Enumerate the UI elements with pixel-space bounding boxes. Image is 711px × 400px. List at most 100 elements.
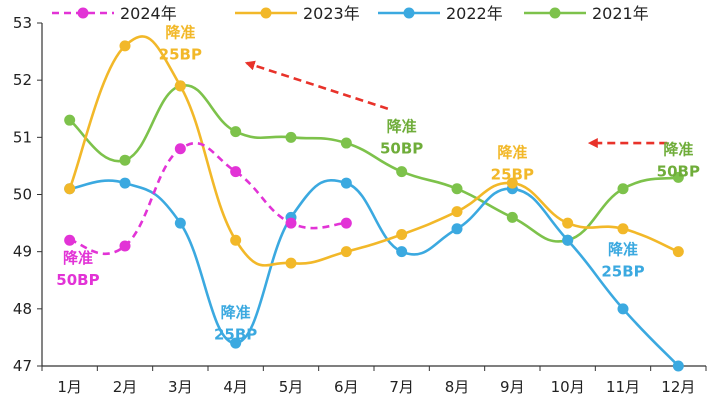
data-point bbox=[562, 217, 574, 229]
data-point bbox=[617, 223, 629, 235]
annotation-text: 降准 bbox=[608, 241, 638, 259]
data-point bbox=[285, 131, 297, 143]
data-point bbox=[230, 234, 242, 246]
data-point bbox=[174, 143, 186, 155]
x-tick-label: 2月 bbox=[113, 378, 138, 396]
series-2022年 bbox=[64, 177, 684, 372]
data-point bbox=[174, 217, 186, 229]
data-point bbox=[230, 166, 242, 178]
data-point bbox=[506, 177, 518, 189]
series-line bbox=[69, 179, 680, 367]
x-tick-label: 5月 bbox=[279, 378, 304, 396]
data-point bbox=[230, 126, 242, 138]
annotation-arrow bbox=[244, 60, 389, 110]
data-point bbox=[617, 183, 629, 195]
x-tick-label: 7月 bbox=[389, 378, 414, 396]
data-point bbox=[340, 137, 352, 149]
legend-marker bbox=[549, 7, 561, 19]
x-tick-label: 6月 bbox=[334, 378, 359, 396]
legend-item: 2023年 bbox=[235, 4, 360, 23]
annotation-text: 降准 bbox=[63, 249, 93, 267]
data-point bbox=[119, 177, 131, 189]
legend-label: 2023年 bbox=[303, 4, 360, 23]
data-point bbox=[617, 303, 629, 315]
y-tick-label: 47 bbox=[13, 357, 32, 375]
data-point bbox=[396, 229, 408, 241]
data-point bbox=[396, 246, 408, 258]
x-tick-label: 10月 bbox=[551, 378, 585, 396]
annotation-text: 降准 bbox=[165, 23, 195, 41]
legend-label: 2021年 bbox=[592, 4, 649, 23]
annotation-text: 25BP bbox=[159, 45, 202, 63]
data-point bbox=[340, 246, 352, 258]
data-point bbox=[672, 171, 684, 183]
annotation-text: 降准 bbox=[387, 118, 417, 136]
annotation-text: 降准 bbox=[663, 140, 693, 158]
data-point bbox=[451, 206, 463, 218]
x-tick-label: 11月 bbox=[606, 378, 640, 396]
x-tick-label: 9月 bbox=[500, 378, 525, 396]
data-point bbox=[285, 257, 297, 269]
legend-label: 2024年 bbox=[120, 4, 177, 23]
annotation-text: 降准 bbox=[497, 143, 527, 161]
legend-marker bbox=[403, 7, 415, 19]
annotation-label: 降准 50BP bbox=[56, 249, 99, 289]
data-point bbox=[64, 183, 76, 195]
legend-marker bbox=[260, 7, 272, 19]
series-2024年 bbox=[64, 142, 352, 255]
x-tick-label: 3月 bbox=[168, 378, 193, 396]
series-2023年 bbox=[64, 35, 684, 269]
data-point bbox=[285, 217, 297, 229]
annotation-text: 25BP bbox=[601, 263, 644, 281]
data-point bbox=[119, 154, 131, 166]
data-point bbox=[340, 217, 352, 229]
x-tick-label: 12月 bbox=[661, 378, 695, 396]
legend-item: 2021年 bbox=[524, 4, 649, 23]
data-point bbox=[451, 183, 463, 195]
data-point bbox=[64, 114, 76, 126]
annotation-text: 25BP bbox=[491, 165, 534, 183]
data-point bbox=[396, 166, 408, 178]
data-point bbox=[506, 211, 518, 223]
annotations-layer: 降准 25BP 降准 50BP 降准 25BP 降准 50BP 降准 50BP 降准 25BP 降准 25… bbox=[56, 23, 700, 343]
data-point bbox=[340, 177, 352, 189]
annotation-label: 降准 25BP bbox=[601, 241, 644, 281]
y-tick-label: 48 bbox=[13, 300, 32, 318]
y-tick-label: 53 bbox=[13, 14, 32, 32]
annotation-text: 50BP bbox=[380, 140, 423, 158]
legend: 2024年 2023年 2022年 2021年 bbox=[52, 4, 649, 23]
data-point bbox=[119, 40, 131, 52]
data-point bbox=[451, 223, 463, 235]
annotation-label: 降准 25BP bbox=[214, 303, 257, 343]
data-point bbox=[672, 246, 684, 258]
annotation-text: 50BP bbox=[56, 271, 99, 289]
annotation-label: 降准 25BP bbox=[159, 23, 202, 63]
x-tick-label: 4月 bbox=[223, 378, 248, 396]
annotation-text: 50BP bbox=[657, 162, 700, 180]
annotation-text: 降准 bbox=[221, 303, 251, 321]
annotation-label: 降准 25BP bbox=[491, 143, 534, 183]
data-point bbox=[174, 80, 186, 92]
data-point bbox=[119, 240, 131, 252]
y-tick-label: 52 bbox=[13, 71, 32, 89]
series-line bbox=[68, 84, 679, 243]
annotation-label: 降准 50BP bbox=[380, 118, 423, 158]
x-tick-label: 1月 bbox=[57, 378, 82, 396]
annotation-label: 降准 50BP bbox=[657, 140, 700, 180]
series-layer bbox=[64, 35, 684, 372]
data-point bbox=[230, 337, 242, 349]
series-line bbox=[68, 35, 679, 267]
x-tick-label: 8月 bbox=[445, 378, 470, 396]
legend-item: 2024年 bbox=[52, 4, 177, 23]
legend-label: 2022年 bbox=[446, 4, 503, 23]
legend-marker bbox=[77, 7, 89, 19]
annotation-text: 25BP bbox=[214, 325, 257, 343]
data-point bbox=[562, 234, 574, 246]
y-tick-label: 50 bbox=[13, 186, 32, 204]
data-point bbox=[672, 360, 684, 372]
y-tick-label: 51 bbox=[13, 128, 32, 146]
legend-item: 2022年 bbox=[378, 4, 503, 23]
axes: 47 48 49 50 51 52 53 1月 2月 3月 4月 5月 6月 7月 8月 9月 10月 11月 12… bbox=[13, 14, 707, 396]
y-tick-label: 49 bbox=[13, 243, 32, 261]
